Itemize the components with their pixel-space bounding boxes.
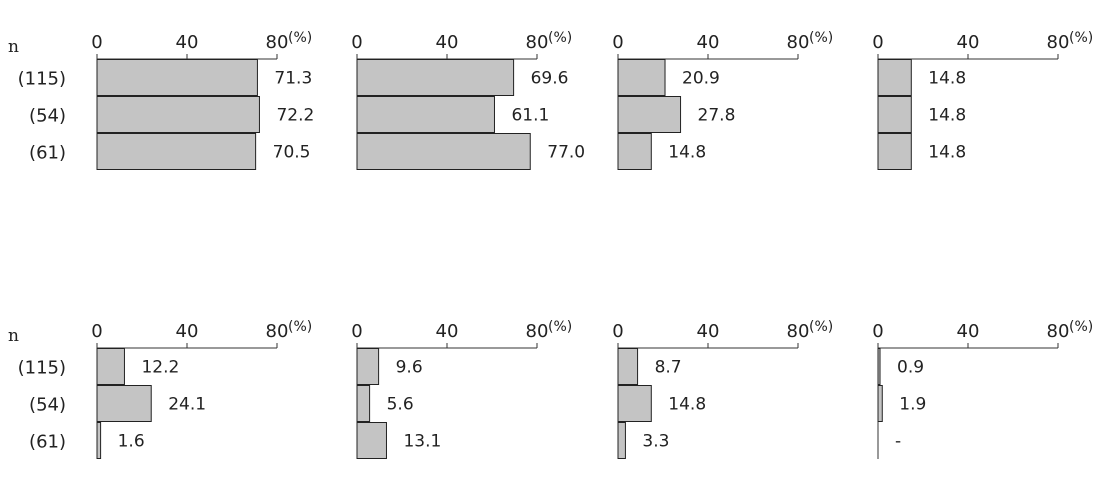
data-label: -: [895, 432, 901, 452]
x-tick-label: 80: [526, 32, 549, 53]
x-tick-label: 80: [526, 321, 549, 342]
x-tick-label: 80: [1047, 321, 1070, 342]
x-tick-label: 0: [91, 321, 102, 342]
unit-label: (%): [288, 319, 312, 335]
unit-label: (%): [548, 30, 572, 46]
bar: [356, 422, 387, 459]
data-label: 14.8: [668, 395, 706, 415]
x-tick-label: 40: [436, 32, 459, 53]
data-label: 1.6: [118, 432, 145, 452]
x-tick-label: 0: [351, 321, 362, 342]
unit-label: (%): [1069, 30, 1093, 46]
x-tick-label: 80: [266, 321, 289, 342]
bar: [617, 385, 652, 422]
data-label: 12.2: [141, 358, 179, 378]
x-tick-label: 40: [176, 321, 199, 342]
bar: [356, 385, 371, 422]
data-label: 13.1: [403, 432, 441, 452]
bar: [356, 96, 495, 133]
x-tick-label: 40: [436, 321, 459, 342]
data-label: 14.8: [668, 143, 706, 163]
bar: [356, 133, 531, 170]
data-label: 8.7: [655, 358, 682, 378]
data-label: 70.5: [273, 143, 311, 163]
sample-size-label: (54): [29, 395, 66, 416]
bar: [877, 96, 912, 133]
unit-label: (%): [809, 319, 833, 335]
n-label: n: [8, 326, 19, 346]
bar: [877, 385, 883, 422]
sample-size-label: (54): [29, 106, 66, 127]
data-label: 5.6: [387, 395, 414, 415]
bar: [96, 348, 125, 385]
bar: [96, 59, 258, 96]
x-tick-label: 80: [787, 321, 810, 342]
x-tick-label: 80: [787, 32, 810, 53]
sample-size-label: (61): [29, 143, 66, 164]
x-tick-label: 0: [612, 32, 623, 53]
data-label: 20.9: [682, 69, 720, 89]
x-tick-label: 40: [697, 321, 720, 342]
bar: [617, 133, 652, 170]
x-tick-label: 0: [872, 32, 883, 53]
bar: [877, 133, 912, 170]
bar: [96, 385, 152, 422]
bar: [617, 348, 639, 385]
x-tick-label: 0: [612, 321, 623, 342]
bar: [617, 422, 626, 459]
data-label: 14.8: [928, 143, 966, 163]
x-tick-label: 80: [1047, 32, 1070, 53]
unit-label: (%): [288, 30, 312, 46]
data-label: 1.9: [899, 395, 926, 415]
n-label: n: [8, 37, 19, 57]
data-label: 14.8: [928, 106, 966, 126]
bar: [356, 59, 515, 96]
data-label: 14.8: [928, 69, 966, 89]
x-tick-label: 0: [91, 32, 102, 53]
data-label: 0.9: [897, 358, 924, 378]
bar: [617, 96, 682, 133]
x-tick-label: 0: [351, 32, 362, 53]
data-label: 77.0: [547, 143, 585, 163]
x-tick-label: 40: [176, 32, 199, 53]
x-tick-label: 80: [266, 32, 289, 53]
data-label: 9.6: [396, 358, 423, 378]
x-tick-label: 40: [957, 32, 980, 53]
x-tick-label: 0: [872, 321, 883, 342]
data-label: 71.3: [274, 69, 312, 89]
data-label: 27.8: [698, 106, 736, 126]
bar: [96, 422, 102, 459]
x-tick-label: 40: [957, 321, 980, 342]
bar: [617, 59, 666, 96]
sample-size-label: (61): [29, 432, 66, 453]
bar: [356, 348, 380, 385]
data-label: 72.2: [276, 106, 314, 126]
data-label: 3.3: [642, 432, 669, 452]
x-tick-label: 40: [697, 32, 720, 53]
data-label: 61.1: [511, 106, 549, 126]
unit-label: (%): [548, 319, 572, 335]
data-label: 69.6: [531, 69, 569, 89]
bar: [877, 348, 881, 385]
bar: [96, 96, 260, 133]
data-label: 24.1: [168, 395, 206, 415]
unit-label: (%): [809, 30, 833, 46]
sample-size-label: (115): [18, 358, 66, 379]
sample-size-label: (115): [18, 69, 66, 90]
bar: [96, 133, 257, 170]
bar: [877, 59, 912, 96]
unit-label: (%): [1069, 319, 1093, 335]
